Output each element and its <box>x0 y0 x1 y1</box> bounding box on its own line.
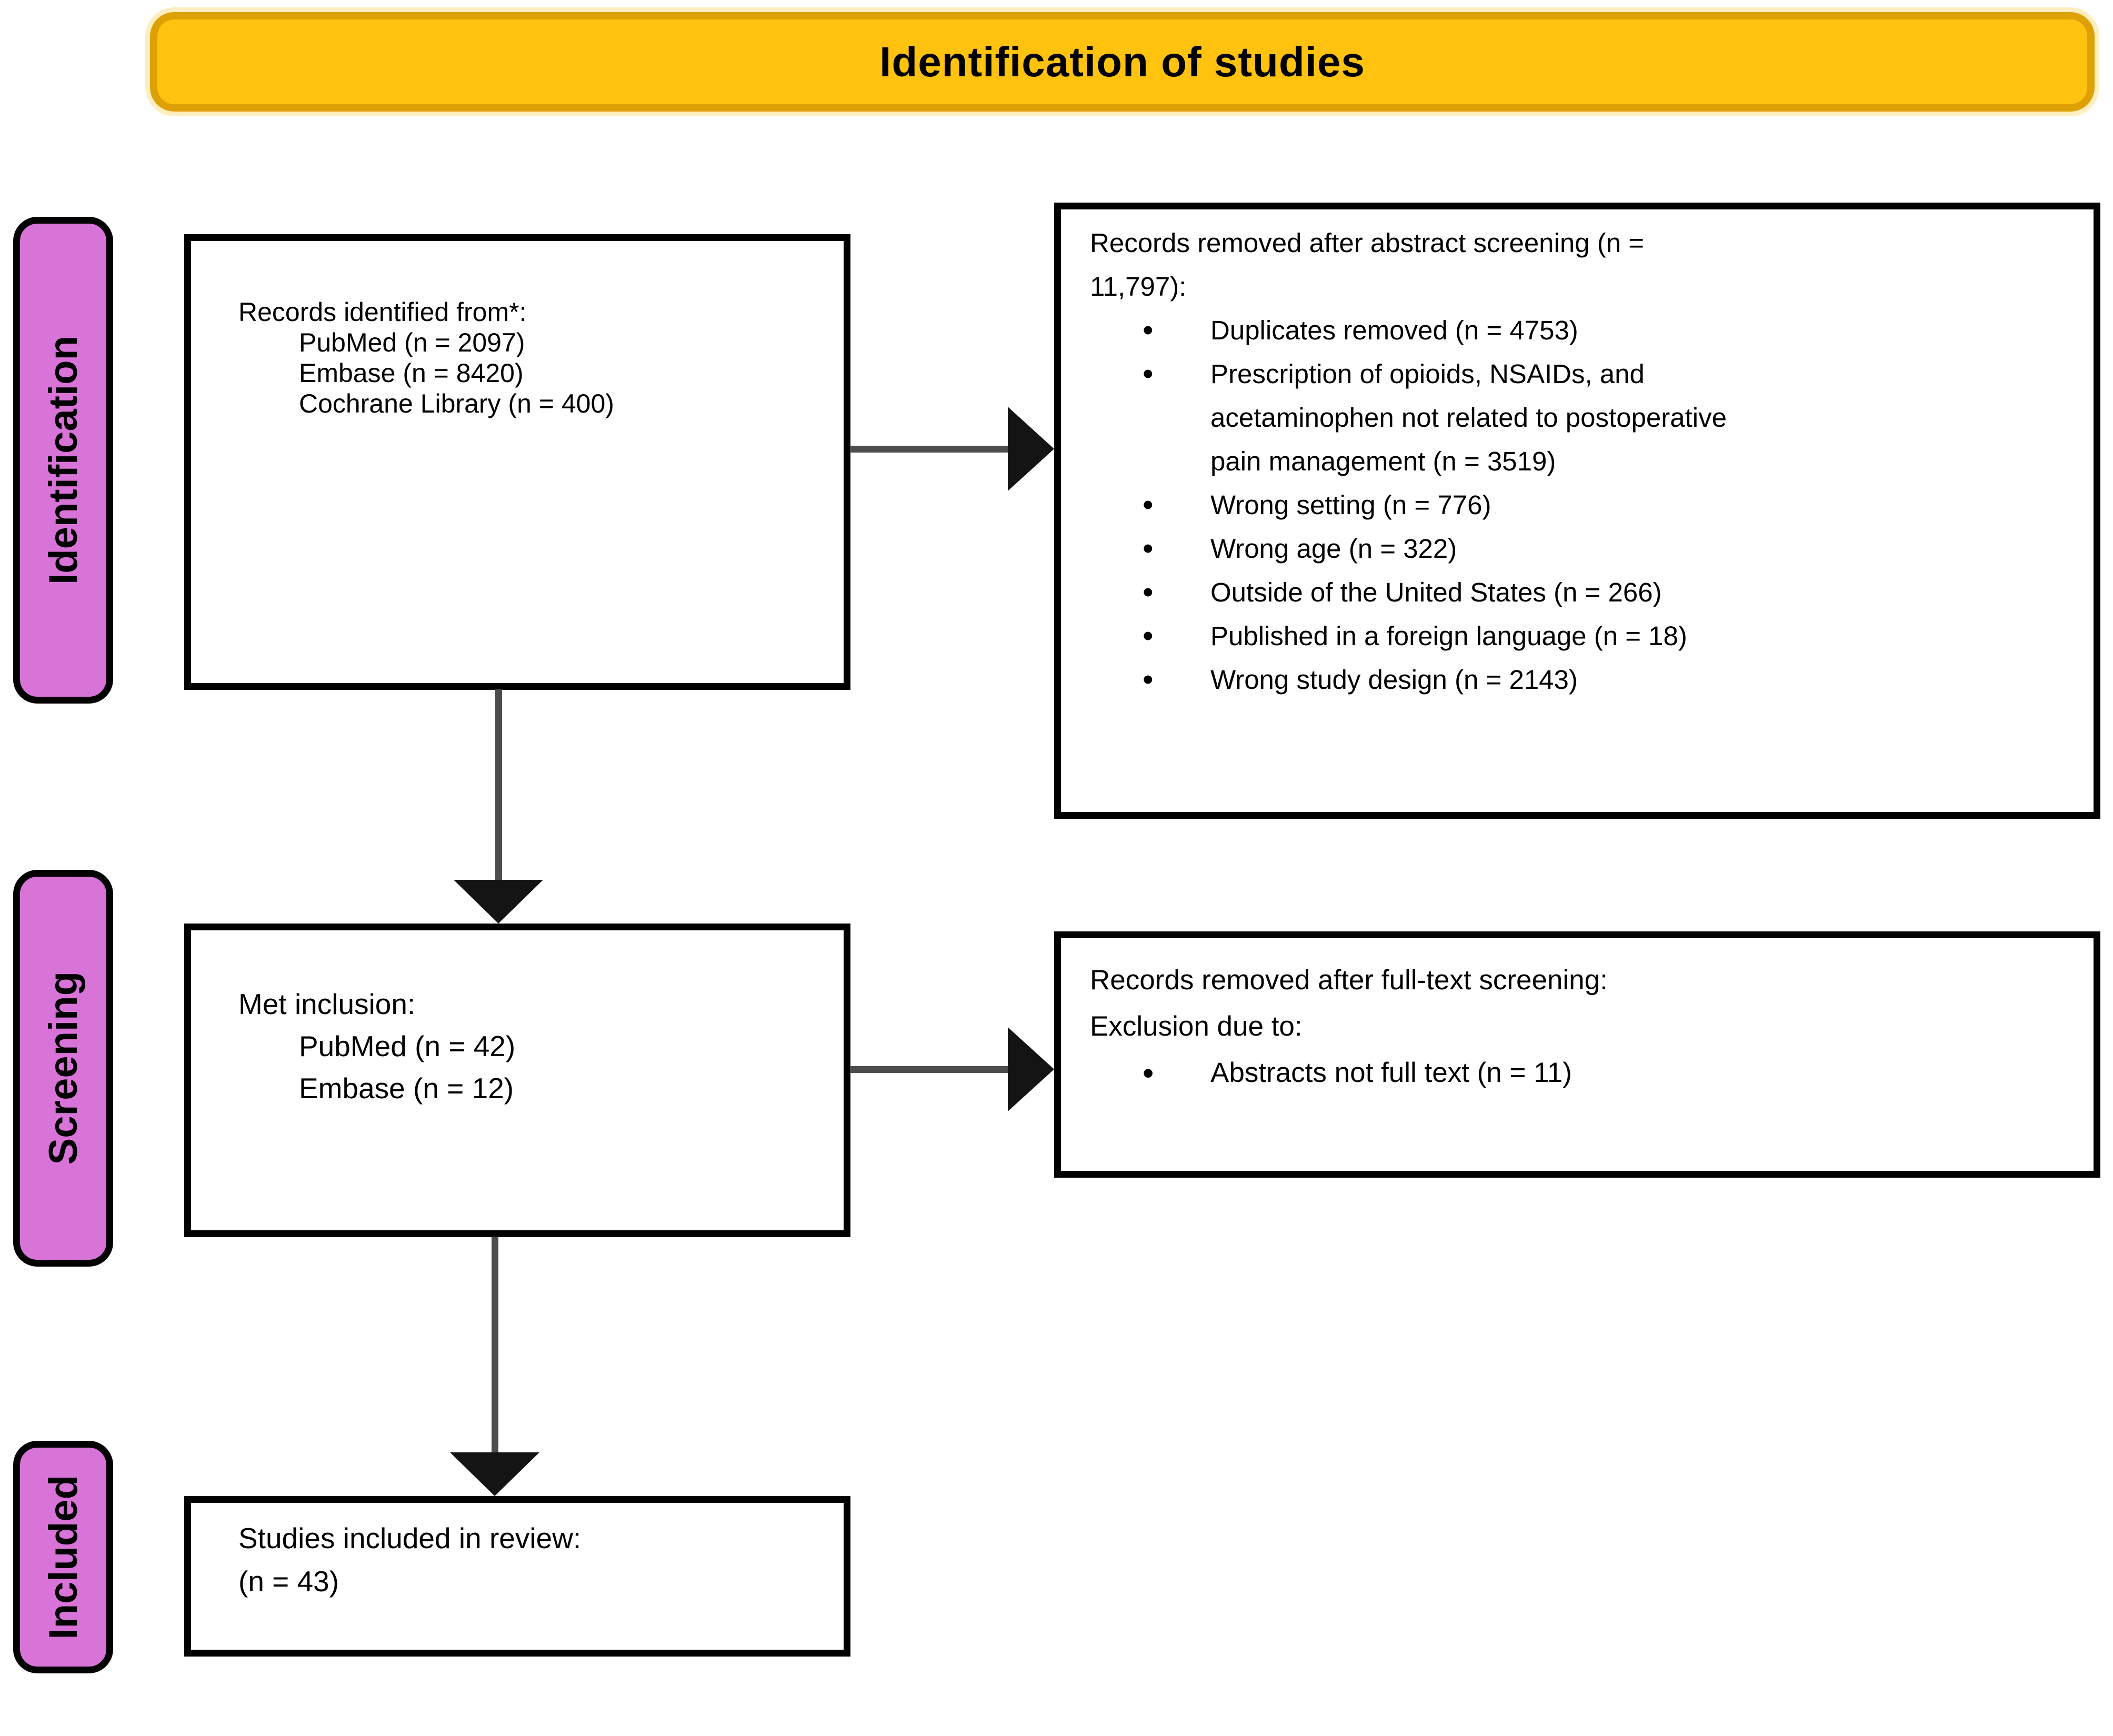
stage-tab-label: Identification <box>41 336 86 585</box>
met-inclusion-box: Met inclusion: PubMed (n = 42) Embase (n… <box>184 924 850 1237</box>
box-line: Embase (n = 12) <box>299 1072 514 1105</box>
records-identified-box: Records identified from*: PubMed (n = 20… <box>184 234 850 690</box>
stage-tab-screening: Screening <box>13 870 113 1267</box>
box-line: PubMed (n = 42) <box>299 1030 516 1062</box>
box-heading: Records removed after full-text screenin… <box>1090 965 1608 996</box>
bullet-item: Published in a foreign language (n = 18) <box>1090 614 2062 658</box>
bullet-item: Wrong setting (n = 776) <box>1090 483 2062 527</box>
banner-title: Identification of studies <box>879 38 1365 85</box>
stage-tab-identification: Identification <box>13 217 113 704</box>
arrow-identified-to-metinclusion-line <box>495 689 502 880</box>
stage-tab-label: Included <box>41 1474 86 1640</box>
bullet-item: Wrong study design (n = 2143) <box>1090 658 2062 701</box>
records-removed-abstract-box: Records removed after abstract screening… <box>1054 203 2100 819</box>
box-line: Cochrane Library (n = 400) <box>299 389 614 418</box>
studies-included-box: Studies included in review: (n = 43) <box>184 1496 850 1657</box>
bullet-item: Prescription of opioids, NSAIDs, and ace… <box>1090 352 2062 483</box>
box-heading: Exclusion due to: <box>1090 1011 1303 1042</box>
arrow-metinclusion-to-removed-head <box>1008 1027 1054 1111</box>
box-line: Met inclusion: <box>238 988 416 1020</box>
bullet-item: Abstracts not full text (n = 11) <box>1090 1050 2062 1096</box>
bullet-item: Wrong age (n = 322) <box>1090 527 2062 570</box>
arrow-identified-to-removed-line <box>850 446 1009 453</box>
arrow-metinclusion-to-included-head <box>450 1452 539 1496</box>
box-line: Embase (n = 8420) <box>299 358 524 388</box>
box-line: Records identified from*: <box>238 297 527 327</box>
exclusion-reason-list: Abstracts not full text (n = 11) <box>1090 1050 2062 1096</box>
arrow-metinclusion-to-included-line <box>492 1237 498 1452</box>
exclusion-reason-list: Duplicates removed (n = 4753) Prescripti… <box>1090 308 2062 701</box>
arrow-metinclusion-to-removed-line <box>850 1066 1009 1073</box>
box-line: Studies included in review: <box>238 1522 582 1554</box>
box-heading: Records removed after abstract screening… <box>1090 228 1645 302</box>
arrow-identified-to-metinclusion-head <box>454 880 543 924</box>
stage-tab-included: Included <box>13 1441 113 1673</box>
arrow-identified-to-removed-head <box>1008 407 1054 491</box>
box-line: (n = 43) <box>238 1565 339 1598</box>
stage-tab-label: Screening <box>41 971 86 1165</box>
records-removed-fulltext-box: Records removed after full-text screenin… <box>1054 931 2100 1178</box>
box-line: PubMed (n = 2097) <box>299 328 525 357</box>
bullet-item: Outside of the United States (n = 266) <box>1090 570 2062 614</box>
bullet-item: Duplicates removed (n = 4753) <box>1090 308 2062 352</box>
banner-identification-of-studies: Identification of studies <box>150 12 2095 112</box>
